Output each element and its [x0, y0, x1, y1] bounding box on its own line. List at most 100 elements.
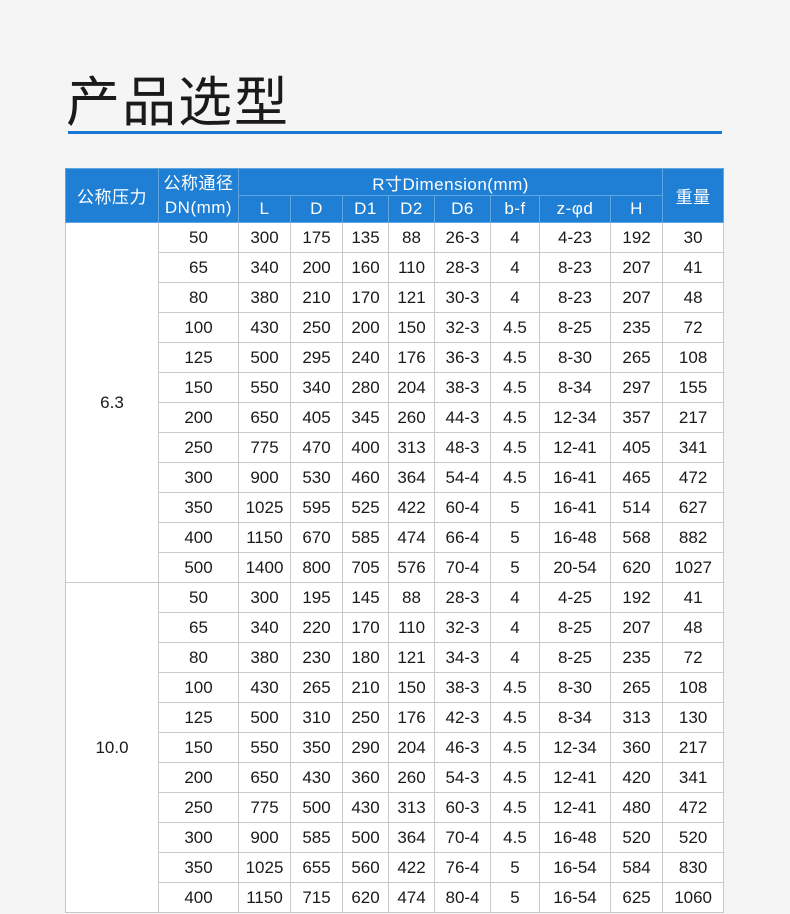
cell-dim-D6: 54-3	[434, 762, 491, 793]
header-nominal-pressure: 公称压力	[65, 168, 159, 223]
cell-nominal-diameter: 65	[158, 252, 239, 283]
cell-weight: 48	[662, 282, 725, 313]
cell-dim-L: 500	[238, 342, 291, 373]
cell-dim-D2: 176	[388, 702, 435, 733]
cell-nominal-diameter: 80	[158, 282, 239, 313]
cell-nominal-diameter: 250	[158, 792, 239, 823]
cell-dim-L: 1025	[238, 852, 291, 883]
cell-weight: 72	[662, 312, 725, 343]
table-row: 125 500 310 250 176 42-3 4.5 8-34 313 130	[66, 702, 725, 733]
table-row: 125 500 295 240 176 36-3 4.5 8-30 265 108	[66, 342, 725, 373]
header-dim-zd: z-φd	[539, 195, 611, 223]
cell-dim-z-phi-d: 8-25	[539, 312, 611, 343]
cell-dim-b-f: 4.5	[490, 372, 540, 403]
cell-weight: 341	[662, 762, 725, 793]
cell-dim-b-f: 4.5	[490, 702, 540, 733]
cell-weight: 130	[662, 702, 725, 733]
cell-nominal-pressure: 10.0	[65, 582, 159, 913]
cell-dim-b-f: 4.5	[490, 792, 540, 823]
table-row: 200 650 405 345 260 44-3 4.5 12-34 357 217	[66, 402, 725, 433]
cell-weight: 217	[662, 732, 725, 763]
cell-dim-z-phi-d: 8-25	[539, 612, 611, 643]
table-row: 150 550 350 290 204 46-3 4.5 12-34 360 217	[66, 732, 725, 763]
cell-nominal-diameter: 300	[158, 822, 239, 853]
cell-dim-z-phi-d: 8-30	[539, 342, 611, 373]
cell-weight: 108	[662, 342, 725, 373]
cell-dim-L: 380	[238, 282, 291, 313]
cell-nominal-diameter: 200	[158, 402, 239, 433]
cell-weight: 341	[662, 432, 725, 463]
title-divider	[68, 131, 722, 134]
cell-dim-D: 715	[290, 882, 343, 913]
cell-dim-D: 265	[290, 672, 343, 703]
cell-weight: 48	[662, 612, 725, 643]
cell-dim-b-f: 5	[490, 492, 540, 523]
cell-dim-L: 340	[238, 612, 291, 643]
header-dim-bf: b-f	[490, 195, 540, 223]
cell-weight: 41	[662, 582, 725, 613]
header-dimension-group: R寸Dimension(mm)	[237, 168, 664, 196]
cell-dim-D2: 364	[388, 462, 435, 493]
cell-dim-D2: 88	[388, 222, 435, 253]
cell-dim-b-f: 4	[490, 222, 540, 253]
cell-dim-L: 1025	[238, 492, 291, 523]
cell-nominal-diameter: 65	[158, 612, 239, 643]
cell-dim-b-f: 4.5	[490, 462, 540, 493]
cell-nominal-pressure: 6.3	[65, 222, 159, 583]
cell-dim-D1: 200	[342, 312, 389, 343]
cell-dim-D6: 44-3	[434, 402, 491, 433]
cell-dim-z-phi-d: 8-30	[539, 672, 611, 703]
table-row: 300 900 530 460 364 54-4 4.5 16-41 465 472	[66, 462, 725, 493]
cell-dim-D: 595	[290, 492, 343, 523]
cell-dim-D2: 121	[388, 282, 435, 313]
header-dim-H: H	[609, 195, 664, 223]
cell-dim-H: 207	[609, 282, 664, 313]
cell-weight: 520	[662, 822, 725, 853]
cell-dim-D1: 290	[342, 732, 389, 763]
cell-dim-L: 550	[238, 372, 291, 403]
cell-nominal-diameter: 400	[158, 882, 239, 913]
cell-dim-D6: 80-4	[434, 882, 491, 913]
cell-dim-z-phi-d: 8-25	[539, 642, 611, 673]
table-row: 6.3 50 300 175 135 88 26-3 4 4-23 192 30	[65, 222, 725, 583]
cell-dim-b-f: 5	[490, 882, 540, 913]
header-nominal-diameter-line1: 公称通径	[163, 173, 234, 193]
cell-dim-b-f: 4.5	[490, 312, 540, 343]
cell-dim-z-phi-d: 12-41	[539, 432, 611, 463]
cell-dim-D6: 46-3	[434, 732, 491, 763]
cell-nominal-diameter: 200	[158, 762, 239, 793]
cell-dim-D: 220	[290, 612, 343, 643]
cell-dim-L: 300	[238, 222, 291, 253]
cell-dim-D6: 36-3	[434, 342, 491, 373]
cell-dim-D2: 313	[388, 432, 435, 463]
cell-dim-b-f: 4.5	[490, 822, 540, 853]
cell-dim-z-phi-d: 8-34	[539, 372, 611, 403]
cell-dim-D: 250	[290, 312, 343, 343]
cell-nominal-diameter: 350	[158, 852, 239, 883]
cell-dim-z-phi-d: 16-41	[539, 492, 611, 523]
cell-dim-D2: 260	[388, 762, 435, 793]
cell-dim-D1: 160	[342, 252, 389, 283]
header-dim-D6: D6	[434, 195, 491, 223]
cell-dim-H: 207	[609, 252, 664, 283]
cell-dim-D: 310	[290, 702, 343, 733]
cell-dim-D: 195	[290, 582, 343, 613]
cell-dim-L: 775	[238, 792, 291, 823]
cell-dim-D: 470	[290, 432, 343, 463]
cell-dim-L: 430	[238, 312, 291, 343]
cell-dim-b-f: 5	[490, 522, 540, 553]
cell-dim-D1: 460	[342, 462, 389, 493]
table-row: 250 775 500 430 313 60-3 4.5 12-41 480 472	[66, 792, 725, 823]
cell-dim-D2: 110	[388, 252, 435, 283]
page-title: 产品选型	[66, 73, 290, 134]
table-row: 100 430 250 200 150 32-3 4.5 8-25 235 72	[66, 312, 725, 343]
cell-dim-z-phi-d: 16-54	[539, 882, 611, 913]
cell-dim-D1: 250	[342, 702, 389, 733]
cell-dim-L: 1150	[238, 522, 291, 553]
cell-dim-D6: 38-3	[434, 372, 491, 403]
cell-dim-D1: 210	[342, 672, 389, 703]
header-row-top: 公称压力 公称通径 DN(mm) R寸Dimension(mm) 重量	[65, 168, 725, 223]
cell-weight: 217	[662, 402, 725, 433]
cell-dim-D2: 422	[388, 492, 435, 523]
cell-dim-H: 568	[609, 522, 664, 553]
